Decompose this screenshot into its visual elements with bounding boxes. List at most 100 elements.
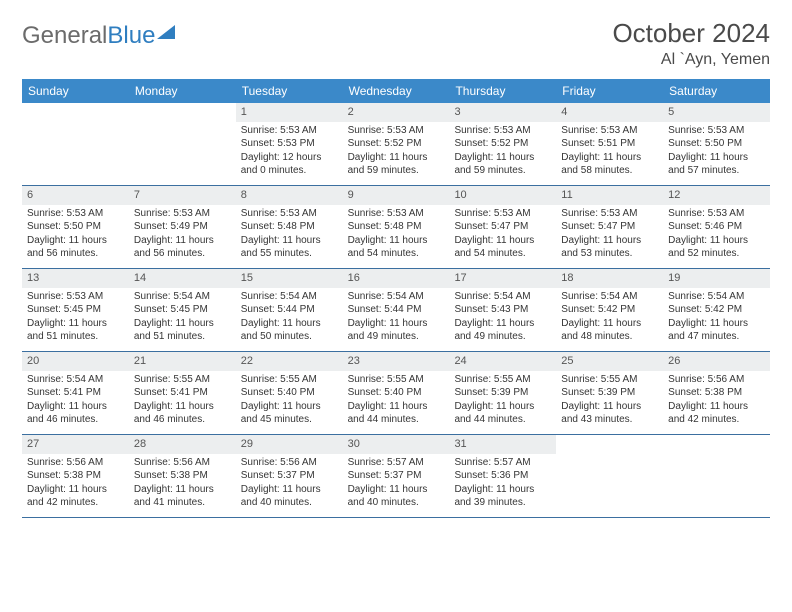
daylight-text: Daylight: 12 hours and 0 minutes. — [241, 151, 338, 178]
sunset-text: Sunset: 5:42 PM — [668, 303, 765, 317]
day-info: Sunrise: 5:55 AMSunset: 5:39 PMDaylight:… — [449, 371, 556, 431]
day-number: 30 — [343, 435, 450, 454]
day-info: Sunrise: 5:55 AMSunset: 5:40 PMDaylight:… — [343, 371, 450, 431]
sunset-text: Sunset: 5:45 PM — [134, 303, 231, 317]
sunrise-text: Sunrise: 5:54 AM — [454, 290, 551, 304]
day-info: Sunrise: 5:53 AMSunset: 5:52 PMDaylight:… — [449, 122, 556, 182]
day-number: 12 — [663, 186, 770, 205]
day-info: Sunrise: 5:56 AMSunset: 5:38 PMDaylight:… — [663, 371, 770, 431]
day-number: 16 — [343, 269, 450, 288]
day-info: Sunrise: 5:54 AMSunset: 5:42 PMDaylight:… — [556, 288, 663, 348]
daylight-text: Daylight: 11 hours and 44 minutes. — [348, 400, 445, 427]
day-info: Sunrise: 5:54 AMSunset: 5:43 PMDaylight:… — [449, 288, 556, 348]
sunrise-text: Sunrise: 5:53 AM — [454, 207, 551, 221]
day-info: Sunrise: 5:54 AMSunset: 5:44 PMDaylight:… — [343, 288, 450, 348]
sunset-text: Sunset: 5:48 PM — [241, 220, 338, 234]
day-number: 25 — [556, 352, 663, 371]
daylight-text: Daylight: 11 hours and 44 minutes. — [454, 400, 551, 427]
calendar-cell: 14Sunrise: 5:54 AMSunset: 5:45 PMDayligh… — [129, 269, 236, 351]
sunrise-text: Sunrise: 5:53 AM — [454, 124, 551, 138]
calendar-cell: 24Sunrise: 5:55 AMSunset: 5:39 PMDayligh… — [449, 352, 556, 434]
sunset-text: Sunset: 5:46 PM — [668, 220, 765, 234]
sunset-text: Sunset: 5:38 PM — [27, 469, 124, 483]
sunrise-text: Sunrise: 5:53 AM — [27, 290, 124, 304]
day-header-saturday: Saturday — [663, 79, 770, 103]
calendar-cell — [556, 435, 663, 517]
day-info: Sunrise: 5:53 AMSunset: 5:51 PMDaylight:… — [556, 122, 663, 182]
calendar-cell: 30Sunrise: 5:57 AMSunset: 5:37 PMDayligh… — [343, 435, 450, 517]
day-header-sunday: Sunday — [22, 79, 129, 103]
daylight-text: Daylight: 11 hours and 42 minutes. — [27, 483, 124, 510]
sail-icon — [157, 25, 175, 39]
day-header-monday: Monday — [129, 79, 236, 103]
calendar-cell: 10Sunrise: 5:53 AMSunset: 5:47 PMDayligh… — [449, 186, 556, 268]
daylight-text: Daylight: 11 hours and 54 minutes. — [454, 234, 551, 261]
sunrise-text: Sunrise: 5:56 AM — [241, 456, 338, 470]
week-row: 6Sunrise: 5:53 AMSunset: 5:50 PMDaylight… — [22, 186, 770, 269]
day-number: 8 — [236, 186, 343, 205]
sunrise-text: Sunrise: 5:54 AM — [134, 290, 231, 304]
calendar-cell: 12Sunrise: 5:53 AMSunset: 5:46 PMDayligh… — [663, 186, 770, 268]
sunrise-text: Sunrise: 5:56 AM — [134, 456, 231, 470]
sunset-text: Sunset: 5:50 PM — [668, 137, 765, 151]
sunset-text: Sunset: 5:36 PM — [454, 469, 551, 483]
daylight-text: Daylight: 11 hours and 58 minutes. — [561, 151, 658, 178]
daylight-text: Daylight: 11 hours and 53 minutes. — [561, 234, 658, 261]
daylight-text: Daylight: 11 hours and 47 minutes. — [668, 317, 765, 344]
day-number: 26 — [663, 352, 770, 371]
day-number: 18 — [556, 269, 663, 288]
calendar-cell: 9Sunrise: 5:53 AMSunset: 5:48 PMDaylight… — [343, 186, 450, 268]
daylight-text: Daylight: 11 hours and 39 minutes. — [454, 483, 551, 510]
day-number: 31 — [449, 435, 556, 454]
daylight-text: Daylight: 11 hours and 48 minutes. — [561, 317, 658, 344]
sunrise-text: Sunrise: 5:53 AM — [27, 207, 124, 221]
sunset-text: Sunset: 5:41 PM — [134, 386, 231, 400]
sunrise-text: Sunrise: 5:55 AM — [454, 373, 551, 387]
day-number: 17 — [449, 269, 556, 288]
sunrise-text: Sunrise: 5:53 AM — [668, 207, 765, 221]
calendar-cell: 15Sunrise: 5:54 AMSunset: 5:44 PMDayligh… — [236, 269, 343, 351]
calendar-cell: 26Sunrise: 5:56 AMSunset: 5:38 PMDayligh… — [663, 352, 770, 434]
daylight-text: Daylight: 11 hours and 41 minutes. — [134, 483, 231, 510]
sunrise-text: Sunrise: 5:54 AM — [668, 290, 765, 304]
calendar-cell: 13Sunrise: 5:53 AMSunset: 5:45 PMDayligh… — [22, 269, 129, 351]
daylight-text: Daylight: 11 hours and 51 minutes. — [134, 317, 231, 344]
sunset-text: Sunset: 5:45 PM — [27, 303, 124, 317]
day-number: 21 — [129, 352, 236, 371]
day-number — [663, 435, 770, 439]
day-info: Sunrise: 5:57 AMSunset: 5:37 PMDaylight:… — [343, 454, 450, 514]
calendar-cell: 1Sunrise: 5:53 AMSunset: 5:53 PMDaylight… — [236, 103, 343, 185]
daylight-text: Daylight: 11 hours and 49 minutes. — [348, 317, 445, 344]
calendar-cell: 11Sunrise: 5:53 AMSunset: 5:47 PMDayligh… — [556, 186, 663, 268]
day-number: 29 — [236, 435, 343, 454]
brand-part2: Blue — [107, 22, 155, 50]
sunset-text: Sunset: 5:44 PM — [241, 303, 338, 317]
daylight-text: Daylight: 11 hours and 49 minutes. — [454, 317, 551, 344]
day-info: Sunrise: 5:53 AMSunset: 5:50 PMDaylight:… — [22, 205, 129, 265]
day-number: 2 — [343, 103, 450, 122]
day-number: 9 — [343, 186, 450, 205]
day-header-row: Sunday Monday Tuesday Wednesday Thursday… — [22, 79, 770, 103]
calendar-cell — [22, 103, 129, 185]
sunset-text: Sunset: 5:39 PM — [561, 386, 658, 400]
sunrise-text: Sunrise: 5:53 AM — [241, 124, 338, 138]
calendar-cell: 8Sunrise: 5:53 AMSunset: 5:48 PMDaylight… — [236, 186, 343, 268]
calendar-cell — [663, 435, 770, 517]
calendar-cell: 19Sunrise: 5:54 AMSunset: 5:42 PMDayligh… — [663, 269, 770, 351]
day-header-tuesday: Tuesday — [236, 79, 343, 103]
daylight-text: Daylight: 11 hours and 40 minutes. — [241, 483, 338, 510]
day-info: Sunrise: 5:54 AMSunset: 5:41 PMDaylight:… — [22, 371, 129, 431]
sunrise-text: Sunrise: 5:55 AM — [241, 373, 338, 387]
sunrise-text: Sunrise: 5:54 AM — [561, 290, 658, 304]
day-info: Sunrise: 5:53 AMSunset: 5:47 PMDaylight:… — [449, 205, 556, 265]
day-info: Sunrise: 5:56 AMSunset: 5:38 PMDaylight:… — [22, 454, 129, 514]
daylight-text: Daylight: 11 hours and 43 minutes. — [561, 400, 658, 427]
day-number: 6 — [22, 186, 129, 205]
sunset-text: Sunset: 5:40 PM — [241, 386, 338, 400]
sunset-text: Sunset: 5:44 PM — [348, 303, 445, 317]
day-number: 28 — [129, 435, 236, 454]
sunrise-text: Sunrise: 5:54 AM — [241, 290, 338, 304]
calendar-cell: 20Sunrise: 5:54 AMSunset: 5:41 PMDayligh… — [22, 352, 129, 434]
day-header-wednesday: Wednesday — [343, 79, 450, 103]
calendar-cell: 2Sunrise: 5:53 AMSunset: 5:52 PMDaylight… — [343, 103, 450, 185]
